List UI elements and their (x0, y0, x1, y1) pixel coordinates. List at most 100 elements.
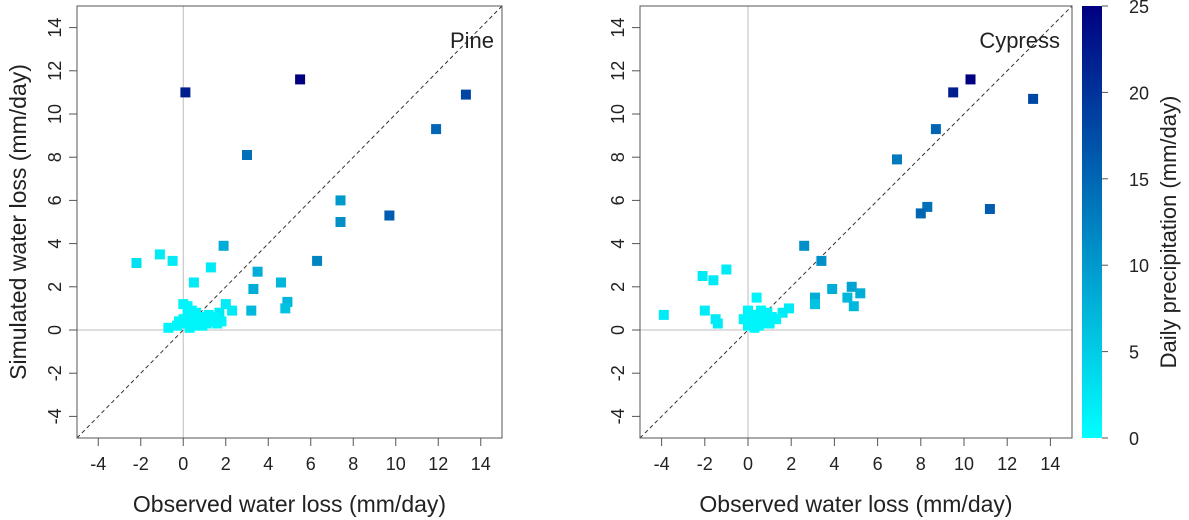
x-axis-label: Observed water loss (mm/day) (133, 491, 446, 517)
x-tick-label: 4 (829, 454, 839, 474)
data-point (182, 309, 193, 320)
colorbar-tick-label: 25 (1129, 0, 1149, 17)
data-point (431, 124, 442, 135)
x-tick-label: 2 (221, 454, 231, 474)
x-tick-label: 14 (1040, 454, 1060, 474)
panel-title: Pine (450, 28, 494, 53)
data-point (784, 303, 794, 314)
x-tick-label: 8 (348, 454, 358, 474)
data-point (201, 318, 212, 329)
data-point (131, 258, 142, 268)
panel-pine: -4 -2 0 2 4 6 8 10 12 14 -4 -2 0 2 4 6 8 10 12 14 Pine Observ… (5, 5, 503, 517)
data-point (335, 195, 346, 206)
colorbar-tick-label: 0 (1129, 429, 1139, 449)
data-point (180, 87, 191, 98)
data-point (460, 89, 471, 100)
data-point (1028, 93, 1039, 104)
data-point (697, 271, 708, 281)
data-point (915, 208, 926, 219)
x-tick-label: -4 (90, 454, 106, 474)
data-point (738, 314, 749, 325)
data-point (984, 204, 995, 214)
x-tick-label: 10 (954, 454, 974, 474)
y-axis-label: Simulated water loss (mm/day) (5, 64, 31, 380)
x-tick-label: 6 (306, 454, 316, 474)
y-tick-label: 10 (608, 104, 628, 124)
data-point (777, 307, 788, 318)
data-point (218, 240, 229, 251)
x-tick-label: 0 (743, 454, 753, 474)
data-point (205, 262, 216, 273)
x-tick-label: 6 (873, 454, 883, 474)
y-tick-label: 4 (45, 239, 65, 249)
plot-frame (639, 5, 1073, 439)
colorbar-gradient (1082, 6, 1102, 438)
colorbar-tick-label: 10 (1129, 256, 1149, 276)
x-tick-label: 0 (178, 454, 188, 474)
colorbar-tick-label: 15 (1129, 170, 1149, 190)
data-point (855, 288, 866, 299)
y-tick-label: 0 (45, 325, 65, 335)
y-tick-label: 0 (608, 325, 628, 335)
data-point (699, 305, 710, 316)
x-tick-label: 8 (916, 454, 926, 474)
data-point (753, 320, 764, 331)
one-to-one-line (639, 5, 1073, 439)
y-tick-label: -2 (608, 365, 628, 381)
x-tick-label: 12 (428, 454, 448, 474)
data-point (210, 312, 221, 322)
x-tick-label: -2 (697, 454, 713, 474)
data-point (751, 314, 762, 325)
y-tick-label: 14 (608, 18, 628, 38)
data-point (930, 124, 941, 135)
colorbar-label: Daily precipitation (mm/day) (1156, 96, 1181, 369)
x-tick-label: -2 (133, 454, 149, 474)
y-tick-label: 12 (608, 61, 628, 81)
data-point (743, 320, 753, 331)
data-point (242, 150, 252, 160)
data-point (282, 296, 293, 307)
data-point (892, 154, 902, 165)
y-tick-label: 8 (608, 152, 628, 162)
y-tick-label: -4 (45, 408, 65, 424)
data-point (174, 316, 184, 327)
data-point (766, 312, 777, 322)
x-tick-label: 2 (786, 454, 796, 474)
x-tick-label: 12 (997, 454, 1017, 474)
data-point (658, 309, 669, 320)
data-point (246, 305, 257, 316)
x-tick-label: 10 (386, 454, 406, 474)
data-point (248, 284, 259, 294)
data-point (384, 210, 395, 221)
y-tick-label: 14 (45, 18, 65, 38)
data-point (965, 74, 976, 85)
data-point (708, 275, 719, 286)
colorbar-tick-label: 20 (1129, 83, 1149, 103)
y-tick-label: 2 (608, 282, 628, 292)
x-tick-label: -4 (654, 454, 670, 474)
data-point (760, 318, 771, 329)
data-point (799, 240, 810, 251)
one-to-one-line (76, 5, 503, 439)
y-tick-label: -4 (608, 408, 628, 424)
data-point (335, 217, 346, 227)
plot-frame (76, 5, 503, 439)
y-tick-label: -2 (45, 365, 65, 381)
data-point (227, 305, 238, 316)
y-tick-label: 6 (45, 195, 65, 205)
data-point (721, 264, 732, 275)
data-point (252, 266, 263, 277)
y-tick-label: 12 (45, 61, 65, 81)
data-point (810, 292, 820, 303)
y-tick-label: 6 (608, 195, 628, 205)
data-point (203, 309, 214, 320)
x-axis-label: Observed water loss (mm/day) (699, 491, 1012, 517)
data-point (167, 255, 178, 266)
data-point (276, 277, 286, 288)
data-point (188, 277, 199, 288)
data-point (312, 255, 323, 266)
data-point (827, 284, 838, 294)
panel-cypress: -4 -2 0 2 4 6 8 10 12 14 -4 -2 0 2 4 6 8 10 12 14 Cypress Obs… (608, 5, 1073, 517)
y-tick-label: 10 (45, 104, 65, 124)
data-point (712, 318, 723, 329)
